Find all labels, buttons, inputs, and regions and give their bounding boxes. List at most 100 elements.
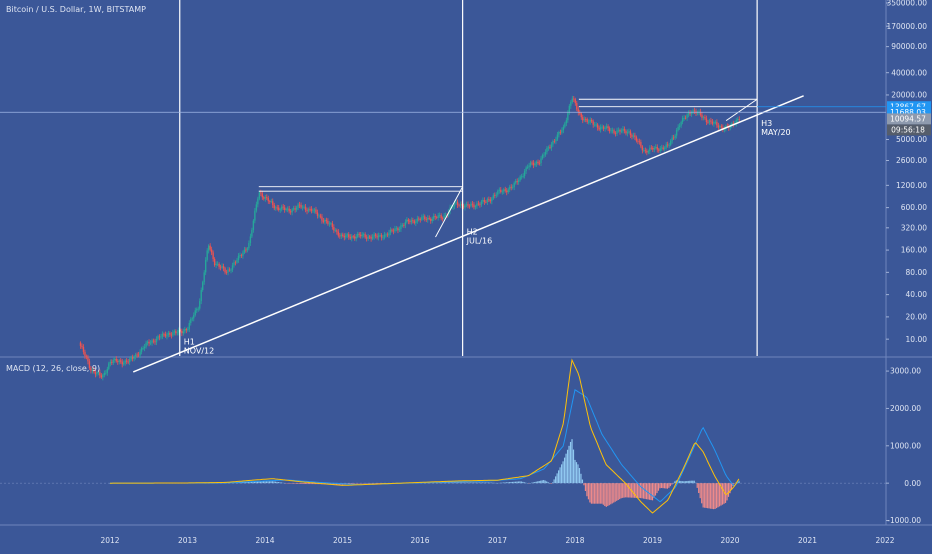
candle-body — [440, 215, 441, 218]
candle-body — [531, 163, 532, 164]
macd-histogram-bar — [478, 483, 479, 484]
candle-body — [543, 155, 544, 156]
candle-body — [490, 200, 491, 202]
candle-body — [558, 132, 559, 134]
candle-body — [205, 260, 206, 272]
halving-date: NOV/12 — [184, 346, 215, 355]
candle-body — [655, 147, 656, 148]
macd-histogram-bar — [697, 483, 698, 488]
candle-body — [534, 164, 535, 165]
macd-histogram-bar — [685, 481, 686, 483]
macd-histogram-bar — [263, 482, 264, 484]
candle-body — [686, 115, 687, 118]
macd-histogram-bar — [300, 483, 301, 484]
macd-histogram-bar — [489, 483, 490, 484]
candle-body — [139, 352, 140, 356]
candle-body — [704, 117, 705, 118]
candle-body — [309, 209, 310, 210]
macd-histogram-bar — [442, 483, 443, 484]
candle-body — [496, 195, 497, 196]
candle-body — [373, 234, 374, 236]
candle-body — [646, 151, 647, 153]
candle-body — [326, 220, 327, 221]
candle-body — [637, 141, 638, 142]
macd-histogram-bar — [303, 483, 304, 484]
candle-body — [232, 265, 233, 270]
candle-body — [415, 222, 416, 224]
time-tick-label: 2017 — [488, 536, 507, 545]
candle-body — [160, 337, 161, 338]
candle-body — [634, 135, 635, 137]
candle-body — [151, 340, 152, 342]
macd-histogram-bar — [723, 483, 724, 504]
macd-histogram-bar — [509, 482, 510, 483]
candle-body — [105, 373, 106, 374]
candle-body — [458, 205, 459, 206]
candle-body — [265, 197, 266, 199]
candle-body — [378, 235, 379, 237]
candle-body — [257, 199, 258, 205]
candle-body — [154, 341, 155, 342]
macd-histogram-bar — [275, 482, 276, 484]
macd-histogram-bar — [573, 450, 574, 484]
candle-body — [606, 126, 607, 128]
candle-body — [296, 208, 297, 210]
candle-body — [546, 148, 547, 152]
candle-body — [360, 235, 361, 237]
macd-histogram-bar — [694, 481, 695, 483]
price-tick-label: 20000.00 — [891, 91, 927, 100]
candle-body — [460, 204, 461, 205]
candle-body — [654, 148, 655, 150]
macd-histogram-bar — [583, 483, 584, 485]
candle-body — [363, 234, 364, 235]
macd-histogram-bar — [512, 482, 513, 483]
candle-body — [250, 236, 251, 243]
macd-histogram-bar — [543, 480, 544, 483]
macd-histogram-bar — [486, 483, 487, 484]
candle-body — [251, 230, 252, 236]
macd-histogram-bar — [703, 483, 704, 507]
macd-histogram-bar — [466, 482, 467, 483]
candle-body — [642, 146, 643, 150]
candle-body — [527, 167, 528, 168]
candle-body — [285, 209, 286, 210]
candle-body — [162, 334, 163, 337]
candle-body — [481, 201, 482, 204]
candle-body — [212, 252, 213, 259]
candle-body — [367, 236, 368, 238]
candle-body — [572, 99, 573, 102]
macd-histogram-bar — [710, 483, 711, 509]
macd-histogram-bar — [555, 476, 556, 483]
candle-body — [664, 147, 665, 149]
candle-body — [564, 123, 565, 126]
candle-body — [701, 115, 702, 118]
candle-body — [609, 128, 610, 131]
macd-histogram-bar — [306, 483, 307, 484]
candle-body — [122, 362, 123, 365]
candle-body — [329, 224, 330, 225]
candle-body — [658, 150, 659, 151]
candle-body — [248, 243, 249, 248]
macd-histogram-bar — [522, 482, 523, 483]
macd-histogram-bar — [667, 483, 668, 489]
candle-body — [639, 141, 640, 142]
candle-body — [588, 122, 589, 123]
candle-body — [651, 148, 652, 149]
candle-body — [138, 355, 139, 356]
candle-body — [80, 343, 81, 346]
candle-body — [227, 270, 228, 273]
macd-tick-label: -1000.00 — [887, 516, 921, 525]
candle-body — [86, 356, 87, 357]
candle-body — [290, 211, 291, 212]
candle-body — [551, 144, 552, 147]
candle-body — [314, 209, 315, 210]
macd-histogram-bar — [565, 454, 566, 483]
candle-body — [157, 336, 158, 338]
candle-body — [241, 255, 242, 256]
candle-body — [168, 333, 169, 335]
macd-histogram-bar — [518, 481, 519, 483]
candle-body — [390, 230, 391, 233]
candle-body — [281, 207, 282, 210]
macd-histogram-bar — [554, 479, 555, 483]
